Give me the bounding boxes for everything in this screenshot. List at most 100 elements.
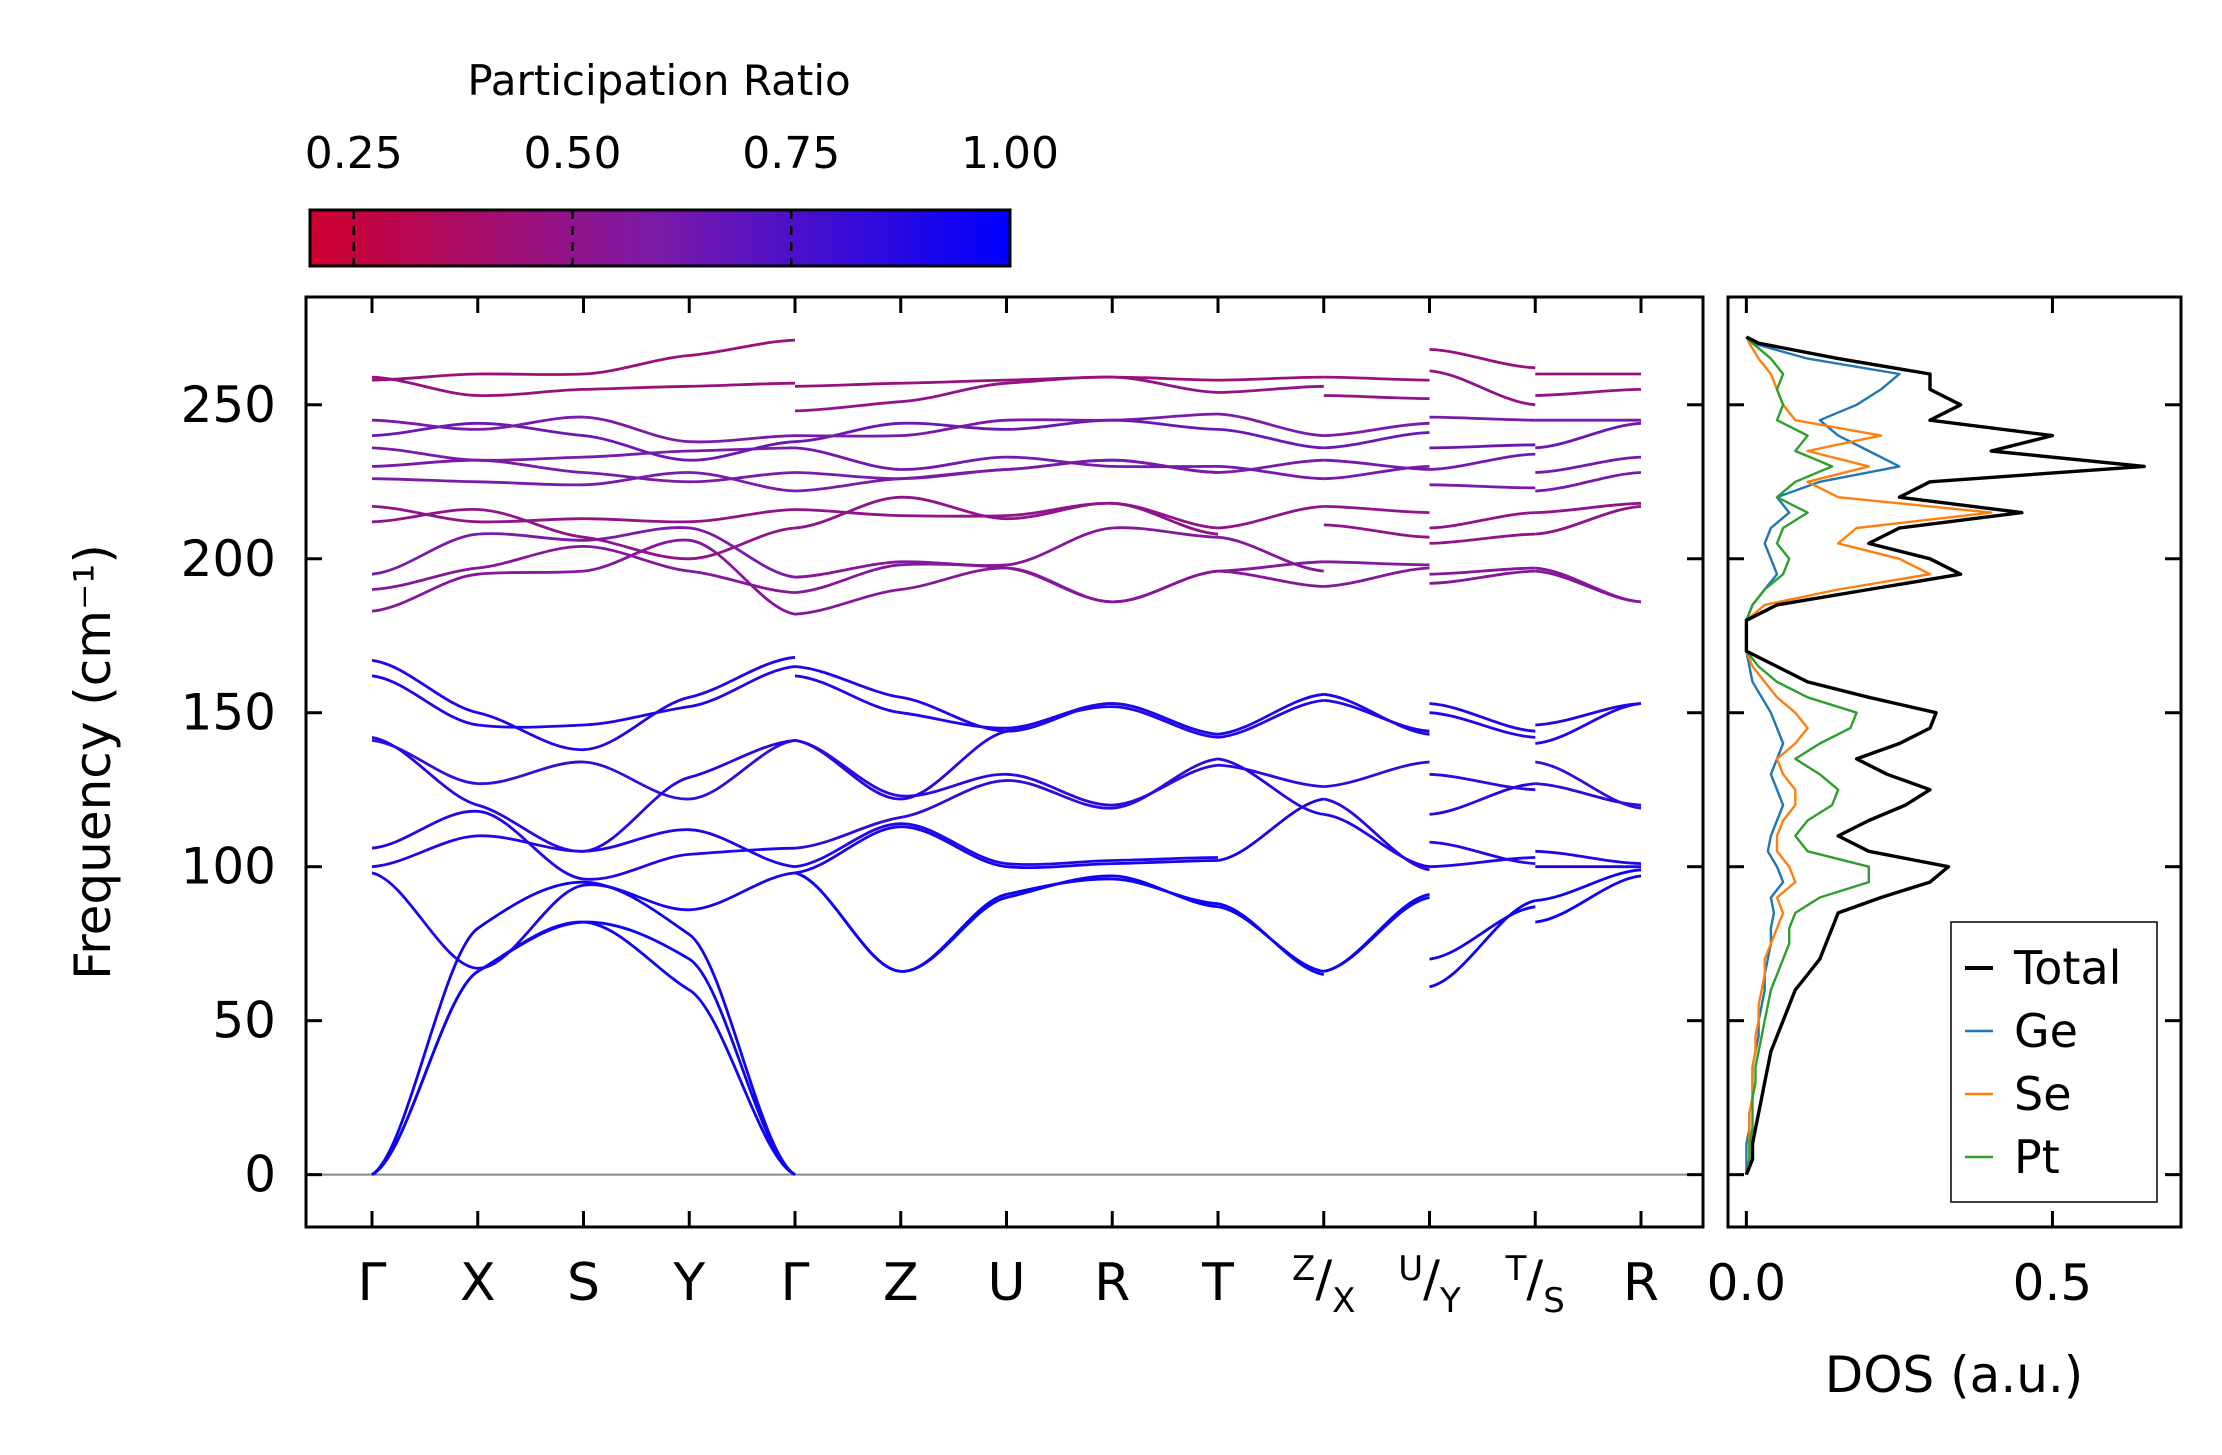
band-line	[794, 825, 1219, 875]
x-tick-label: Z	[883, 1253, 919, 1313]
y-tick-label: 200	[181, 530, 276, 588]
band-line	[1217, 902, 1325, 976]
band-line	[1217, 465, 1324, 481]
legend-label: Pt	[2014, 1130, 2060, 1184]
band-line	[371, 809, 796, 881]
band-line	[794, 446, 1219, 471]
band-line	[1323, 566, 1430, 588]
band-line	[1217, 757, 1325, 816]
dos-line-se	[1745, 336, 1993, 1175]
band-line	[1323, 431, 1430, 450]
band-line	[794, 705, 1219, 801]
dos-ticks: 0.0 0.5	[1707, 297, 2181, 1312]
band-line	[794, 458, 1219, 481]
band-line	[1535, 505, 1642, 536]
band-line	[1429, 566, 1536, 576]
band-line	[371, 544, 796, 594]
band-line	[371, 505, 796, 524]
dos-x-axis-label: DOS (a.u.)	[1825, 1346, 2084, 1404]
band-line	[1323, 692, 1430, 736]
band-line	[371, 415, 796, 444]
colorbar-tick-label: 0.75	[742, 128, 840, 179]
band-line	[1323, 394, 1430, 400]
y-tick-label: 100	[181, 838, 276, 896]
band-line	[1535, 760, 1642, 810]
x-tick-label-slash: /	[1315, 1250, 1332, 1308]
band-line	[1429, 782, 1536, 816]
band-line	[371, 526, 796, 579]
band-line	[371, 446, 796, 462]
band-line	[371, 655, 796, 752]
band-line	[1217, 699, 1324, 739]
legend-items: Total Ge Se Pt	[1965, 941, 2121, 1184]
band-line	[371, 471, 796, 493]
band-line	[371, 538, 796, 616]
band-line	[1323, 458, 1430, 471]
x-tick-label: X	[460, 1253, 496, 1313]
band-line	[1217, 375, 1324, 382]
colorbar: Participation Ratio 0.25 0.50 0.75 1.00	[305, 56, 1059, 268]
band-line	[1217, 569, 1324, 588]
x-tick-label: Z/X	[1292, 1249, 1355, 1321]
band-line	[1429, 772, 1536, 792]
band-line	[371, 508, 796, 561]
band-line	[1535, 471, 1642, 493]
band-line	[794, 562, 1219, 604]
band-line	[371, 920, 796, 1176]
band-lines	[371, 338, 1642, 1176]
x-tick-label-sup: T	[1505, 1249, 1527, 1289]
band-line	[1535, 421, 1642, 450]
y-tick-label: 250	[181, 376, 276, 434]
band-line	[1323, 560, 1430, 567]
band-line	[1323, 760, 1430, 788]
band-line	[1323, 797, 1430, 872]
band-line	[794, 739, 1219, 807]
band-line	[1535, 868, 1642, 902]
colorbar-ticks: 0.25 0.50 0.75 1.00	[305, 128, 1059, 266]
band-line	[794, 375, 1219, 388]
band-line	[1535, 566, 1642, 604]
band-line	[1535, 501, 1642, 514]
band-line	[794, 822, 1219, 869]
band-line	[1429, 532, 1536, 545]
band-line	[1323, 465, 1430, 481]
legend-label: Total	[2013, 941, 2121, 995]
band-line	[371, 458, 796, 484]
x-tick-label-slash: /	[1423, 1250, 1440, 1308]
band-line	[371, 739, 796, 801]
dos-line-total	[1744, 335, 2146, 1176]
band-line	[1535, 455, 1642, 474]
dos-lines	[1744, 335, 2146, 1176]
dos-x-tick-label: 0.0	[1707, 1254, 1787, 1312]
x-tick-label: U/Y	[1398, 1249, 1461, 1321]
band-line	[1429, 443, 1536, 450]
band-line	[1429, 511, 1536, 530]
band-line	[794, 665, 1219, 736]
y-axis-label: Frequency (cm⁻¹)	[64, 544, 122, 980]
colorbar-tick-label: 0.25	[305, 128, 403, 179]
band-line	[1323, 813, 1430, 869]
x-tick-label-sup: Z	[1292, 1249, 1315, 1289]
band-line	[1429, 899, 1536, 989]
dos-legend: Total Ge Se Pt	[1950, 921, 2158, 1203]
band-line	[371, 665, 796, 729]
x-tick-label: R	[1623, 1253, 1659, 1313]
band-line	[1429, 711, 1536, 739]
band-line	[1323, 896, 1430, 973]
band-line	[1217, 505, 1324, 530]
band-line	[1217, 412, 1324, 437]
band-line	[1535, 874, 1642, 924]
band-line	[1429, 483, 1536, 490]
band-line	[1217, 428, 1324, 450]
band-line	[1217, 692, 1324, 736]
band-line	[1429, 415, 1536, 422]
band-line	[1535, 702, 1642, 727]
legend-label: Se	[2014, 1067, 2072, 1121]
band-line	[1323, 421, 1430, 437]
x-tick-label: U	[987, 1253, 1025, 1313]
band-line	[371, 828, 796, 869]
x-tick-label-sub: X	[1332, 1281, 1355, 1321]
y-tick-label: 0	[244, 1146, 276, 1204]
colorbar-tick-label: 1.00	[961, 128, 1059, 179]
